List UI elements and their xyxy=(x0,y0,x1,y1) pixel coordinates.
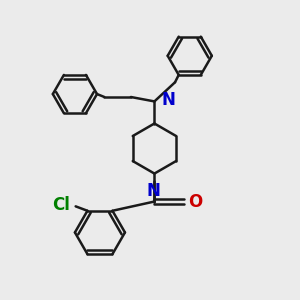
Text: N: N xyxy=(146,182,160,200)
Text: N: N xyxy=(162,91,176,109)
Text: Cl: Cl xyxy=(52,196,70,214)
Text: O: O xyxy=(188,193,203,211)
